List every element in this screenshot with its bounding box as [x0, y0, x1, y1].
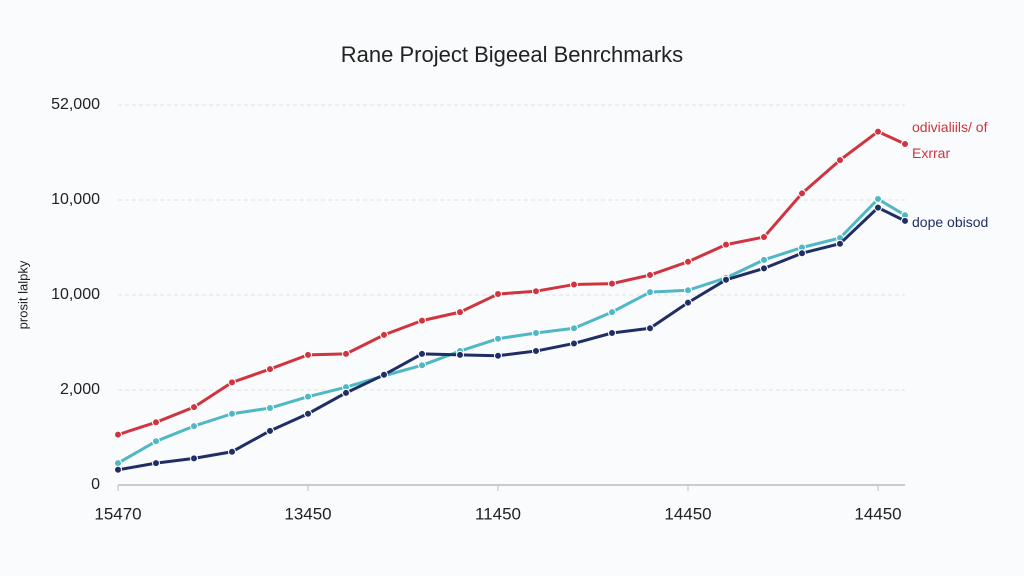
- point: [418, 361, 426, 370]
- y-tick-label: 10,000: [51, 191, 100, 208]
- point: [532, 329, 540, 337]
- point: [304, 392, 312, 401]
- point: [418, 349, 426, 358]
- point: [901, 139, 909, 148]
- point: [722, 240, 730, 249]
- point: [266, 365, 274, 374]
- point: [608, 329, 616, 337]
- point: [646, 324, 654, 333]
- x-tick-label: 11450: [475, 504, 521, 523]
- point: [152, 459, 160, 468]
- point: [760, 255, 768, 264]
- point: [532, 287, 540, 296]
- point: [874, 195, 882, 204]
- point: [684, 298, 692, 307]
- legend-label: odivialiils/ of Exrrar: [912, 118, 988, 161]
- point: [646, 271, 654, 280]
- x-tick-label: 14450: [854, 504, 901, 523]
- point: [760, 264, 768, 273]
- point: [494, 290, 502, 299]
- point: [494, 351, 502, 360]
- point: [532, 347, 540, 356]
- legend-label: dope obisod: [912, 213, 989, 230]
- point: [152, 437, 160, 446]
- point: [380, 370, 388, 379]
- y-tick-label: 52,000: [51, 96, 100, 113]
- point: [304, 409, 312, 418]
- point: [228, 378, 236, 387]
- point: [190, 422, 198, 431]
- point: [114, 430, 122, 439]
- x-tick-label: 13450: [284, 504, 331, 523]
- series-line: [117, 206, 906, 472]
- point: [836, 239, 844, 248]
- point: [456, 350, 464, 359]
- point: [570, 280, 578, 289]
- point: [228, 447, 236, 456]
- point: [304, 350, 312, 359]
- point: [760, 233, 768, 242]
- y-tick-label: 0: [91, 476, 100, 493]
- point: [114, 465, 122, 474]
- series-line: [117, 130, 906, 437]
- y-tick-label: 10,000: [51, 286, 100, 303]
- point: [190, 403, 198, 412]
- point: [874, 127, 882, 136]
- point: [228, 409, 236, 418]
- point: [570, 324, 578, 333]
- x-tick-label: 15470: [94, 504, 141, 523]
- point: [456, 308, 464, 317]
- series-line: [117, 197, 906, 465]
- point: [901, 216, 909, 225]
- point: [684, 257, 692, 266]
- y-axis-label: prosit lalpky: [15, 260, 30, 329]
- x-tick-label: 14450: [664, 504, 711, 523]
- point: [114, 459, 122, 468]
- point: [798, 249, 806, 258]
- point: [608, 279, 616, 288]
- point: [684, 286, 692, 295]
- point: [190, 454, 198, 463]
- point: [608, 308, 616, 317]
- point: [722, 275, 730, 284]
- point: [418, 316, 426, 325]
- point: [342, 388, 350, 397]
- point: [266, 426, 274, 435]
- chart-title: Rane Project Bigeeal Benrchmarks: [341, 42, 683, 67]
- point: [266, 404, 274, 413]
- point: [836, 156, 844, 165]
- point: [380, 330, 388, 339]
- point: [342, 349, 350, 358]
- point: [798, 189, 806, 198]
- point: [646, 288, 654, 297]
- point: [874, 203, 882, 212]
- point: [570, 339, 578, 348]
- point: [494, 334, 502, 343]
- point: [152, 418, 160, 427]
- y-tick-label: 2,000: [60, 381, 100, 398]
